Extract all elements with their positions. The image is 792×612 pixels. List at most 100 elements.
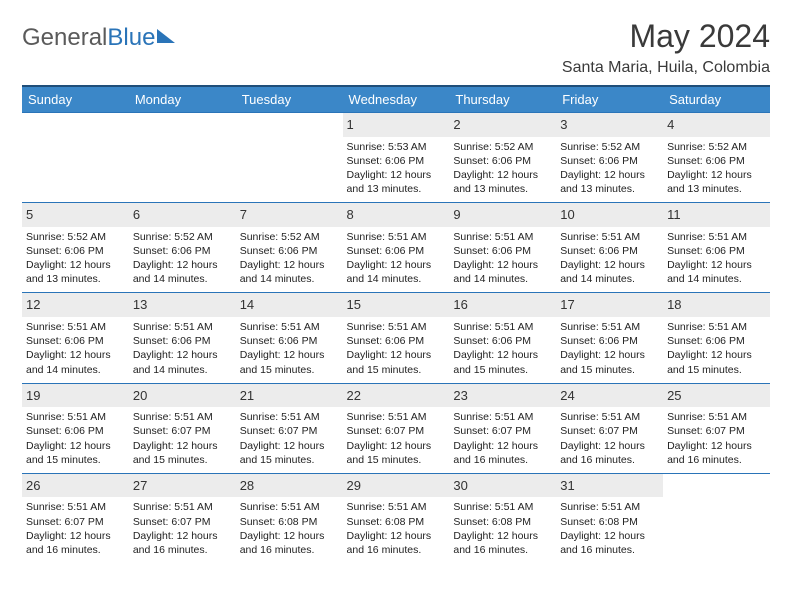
day-number: 8 — [343, 203, 450, 227]
location-text: Santa Maria, Huila, Colombia — [562, 59, 770, 77]
day-number: 12 — [22, 293, 129, 317]
calendar-day-cell: 12Sunrise: 5:51 AMSunset: 6:06 PMDayligh… — [22, 293, 129, 383]
sunrise-line: Sunrise: 5:51 AM — [240, 410, 339, 424]
calendar-day-cell: 10Sunrise: 5:51 AMSunset: 6:06 PMDayligh… — [556, 203, 663, 293]
daylight-line: Daylight: 12 hours and 16 minutes. — [26, 529, 125, 557]
calendar-day-cell: 4Sunrise: 5:52 AMSunset: 6:06 PMDaylight… — [663, 113, 770, 203]
calendar-day-cell — [663, 473, 770, 563]
sunrise-line: Sunrise: 5:51 AM — [26, 410, 125, 424]
sunset-line: Sunset: 6:08 PM — [347, 515, 446, 529]
sunset-line: Sunset: 6:06 PM — [347, 334, 446, 348]
sunrise-line: Sunrise: 5:52 AM — [560, 140, 659, 154]
sunset-line: Sunset: 6:06 PM — [560, 154, 659, 168]
day-number: 28 — [236, 474, 343, 498]
logo: GeneralBlue — [22, 18, 175, 52]
calendar-table: Sunday Monday Tuesday Wednesday Thursday… — [22, 85, 770, 563]
daylight-line: Daylight: 12 hours and 16 minutes. — [133, 529, 232, 557]
day-number: 23 — [449, 384, 556, 408]
sunrise-line: Sunrise: 5:52 AM — [667, 140, 766, 154]
daylight-line: Daylight: 12 hours and 14 minutes. — [133, 348, 232, 376]
day-number: 3 — [556, 113, 663, 137]
logo-text-part2: Blue — [107, 24, 155, 52]
sunset-line: Sunset: 6:07 PM — [347, 424, 446, 438]
daylight-line: Daylight: 12 hours and 15 minutes. — [347, 439, 446, 467]
calendar-day-cell: 27Sunrise: 5:51 AMSunset: 6:07 PMDayligh… — [129, 473, 236, 563]
calendar-day-cell: 9Sunrise: 5:51 AMSunset: 6:06 PMDaylight… — [449, 203, 556, 293]
calendar-day-cell: 8Sunrise: 5:51 AMSunset: 6:06 PMDaylight… — [343, 203, 450, 293]
sunrise-line: Sunrise: 5:51 AM — [560, 320, 659, 334]
sunrise-line: Sunrise: 5:51 AM — [347, 410, 446, 424]
day-number: 27 — [129, 474, 236, 498]
daylight-line: Daylight: 12 hours and 16 minutes. — [560, 529, 659, 557]
sunrise-line: Sunrise: 5:51 AM — [453, 320, 552, 334]
day-number: 7 — [236, 203, 343, 227]
day-number: 31 — [556, 474, 663, 498]
day-number: 6 — [129, 203, 236, 227]
daylight-line: Daylight: 12 hours and 14 minutes. — [667, 258, 766, 286]
sunrise-line: Sunrise: 5:51 AM — [133, 410, 232, 424]
calendar-day-cell: 31Sunrise: 5:51 AMSunset: 6:08 PMDayligh… — [556, 473, 663, 563]
sunset-line: Sunset: 6:07 PM — [26, 515, 125, 529]
calendar-day-cell: 20Sunrise: 5:51 AMSunset: 6:07 PMDayligh… — [129, 383, 236, 473]
calendar-day-cell: 24Sunrise: 5:51 AMSunset: 6:07 PMDayligh… — [556, 383, 663, 473]
calendar-day-cell — [129, 113, 236, 203]
day-number: 11 — [663, 203, 770, 227]
day-number: 4 — [663, 113, 770, 137]
sunrise-line: Sunrise: 5:51 AM — [133, 320, 232, 334]
sunrise-line: Sunrise: 5:51 AM — [560, 410, 659, 424]
sunset-line: Sunset: 6:06 PM — [560, 334, 659, 348]
calendar-day-cell: 14Sunrise: 5:51 AMSunset: 6:06 PMDayligh… — [236, 293, 343, 383]
day-header: Thursday — [449, 86, 556, 113]
day-number: 24 — [556, 384, 663, 408]
calendar-day-cell: 30 Sunrise: 5:51 AMSunset: 6:08 PMDayligh… — [449, 473, 556, 563]
calendar-day-cell — [236, 113, 343, 203]
sunrise-line: Sunrise: 5:51 AM — [453, 230, 552, 244]
sunrise-line: Sunrise: 5:52 AM — [26, 230, 125, 244]
sunset-line: Sunset: 6:07 PM — [453, 424, 552, 438]
daylight-line: Daylight: 12 hours and 15 minutes. — [133, 439, 232, 467]
calendar-day-cell: 22Sunrise: 5:51 AMSunset: 6:07 PMDayligh… — [343, 383, 450, 473]
calendar-day-cell: 6Sunrise: 5:52 AMSunset: 6:06 PMDaylight… — [129, 203, 236, 293]
sunset-line: Sunset: 6:06 PM — [26, 424, 125, 438]
sunset-line: Sunset: 6:08 PM — [453, 515, 552, 529]
calendar-day-cell: 2Sunrise: 5:52 AMSunset: 6:06 PMDaylight… — [449, 113, 556, 203]
day-number: 9 — [449, 203, 556, 227]
sunrise-line: Sunrise: 5:51 AM — [560, 500, 659, 514]
daylight-line: Daylight: 12 hours and 15 minutes. — [667, 348, 766, 376]
day-header: Sunday — [22, 86, 129, 113]
sunset-line: Sunset: 6:06 PM — [240, 334, 339, 348]
daylight-line: Daylight: 12 hours and 13 minutes. — [26, 258, 125, 286]
calendar-day-cell: 21Sunrise: 5:51 AMSunset: 6:07 PMDayligh… — [236, 383, 343, 473]
logo-text-part1: General — [22, 24, 107, 52]
day-header: Monday — [129, 86, 236, 113]
title-block: May 2024 Santa Maria, Huila, Colombia — [562, 18, 770, 77]
day-number: 13 — [129, 293, 236, 317]
day-number: 1 — [343, 113, 450, 137]
sunset-line: Sunset: 6:07 PM — [667, 424, 766, 438]
sunset-line: Sunset: 6:06 PM — [240, 244, 339, 258]
daylight-line: Daylight: 12 hours and 16 minutes. — [453, 529, 552, 557]
daylight-line: Daylight: 12 hours and 16 minutes. — [453, 439, 552, 467]
sunset-line: Sunset: 6:06 PM — [453, 334, 552, 348]
day-header: Wednesday — [343, 86, 450, 113]
day-number: 19 — [22, 384, 129, 408]
sunrise-line: Sunrise: 5:52 AM — [240, 230, 339, 244]
daylight-line: Daylight: 12 hours and 16 minutes. — [347, 529, 446, 557]
day-number: 17 — [556, 293, 663, 317]
day-number: 30 — [449, 474, 556, 498]
sunset-line: Sunset: 6:06 PM — [667, 244, 766, 258]
daylight-line: Daylight: 12 hours and 14 minutes. — [453, 258, 552, 286]
sunrise-line: Sunrise: 5:51 AM — [453, 500, 552, 514]
daylight-line: Daylight: 12 hours and 15 minutes. — [240, 348, 339, 376]
calendar-day-cell: 17Sunrise: 5:51 AMSunset: 6:06 PMDayligh… — [556, 293, 663, 383]
sunset-line: Sunset: 6:07 PM — [133, 424, 232, 438]
calendar-day-cell: 23Sunrise: 5:51 AMSunset: 6:07 PMDayligh… — [449, 383, 556, 473]
calendar-day-cell: 26Sunrise: 5:51 AMSunset: 6:07 PMDayligh… — [22, 473, 129, 563]
sunrise-line: Sunrise: 5:51 AM — [240, 500, 339, 514]
day-header: Tuesday — [236, 86, 343, 113]
sunset-line: Sunset: 6:06 PM — [133, 334, 232, 348]
calendar-day-cell: 5Sunrise: 5:52 AMSunset: 6:06 PMDaylight… — [22, 203, 129, 293]
day-number — [663, 474, 770, 498]
calendar-header-row: Sunday Monday Tuesday Wednesday Thursday… — [22, 86, 770, 113]
daylight-line: Daylight: 12 hours and 14 minutes. — [240, 258, 339, 286]
